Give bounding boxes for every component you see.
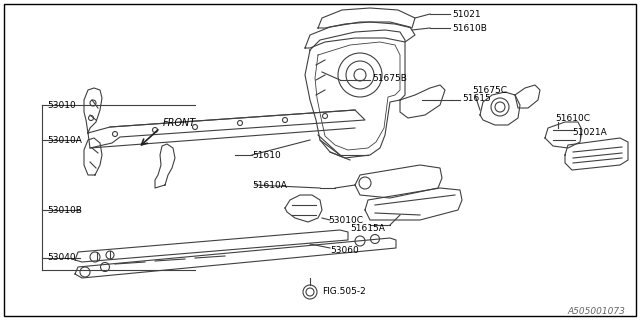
Text: A505001073: A505001073 <box>567 308 625 316</box>
Text: 51610: 51610 <box>252 150 281 159</box>
Text: 51610C: 51610C <box>555 114 590 123</box>
Text: 53010C: 53010C <box>328 215 363 225</box>
Text: 53010: 53010 <box>47 100 76 109</box>
Text: 51675C: 51675C <box>472 85 507 94</box>
Text: 51021A: 51021A <box>572 127 607 137</box>
Text: FRONT: FRONT <box>163 118 196 128</box>
Text: 51021: 51021 <box>452 10 481 19</box>
Text: 53010A: 53010A <box>47 135 82 145</box>
Text: 51675B: 51675B <box>372 74 407 83</box>
Text: 53010B: 53010B <box>47 205 82 214</box>
Text: 51615: 51615 <box>462 93 491 102</box>
Text: 53040: 53040 <box>47 253 76 262</box>
Text: 51610B: 51610B <box>452 23 487 33</box>
Text: FIG.505-2: FIG.505-2 <box>322 287 365 297</box>
Text: 53060: 53060 <box>330 245 359 254</box>
Text: 51610A: 51610A <box>252 180 287 189</box>
Text: 51615A: 51615A <box>350 223 385 233</box>
